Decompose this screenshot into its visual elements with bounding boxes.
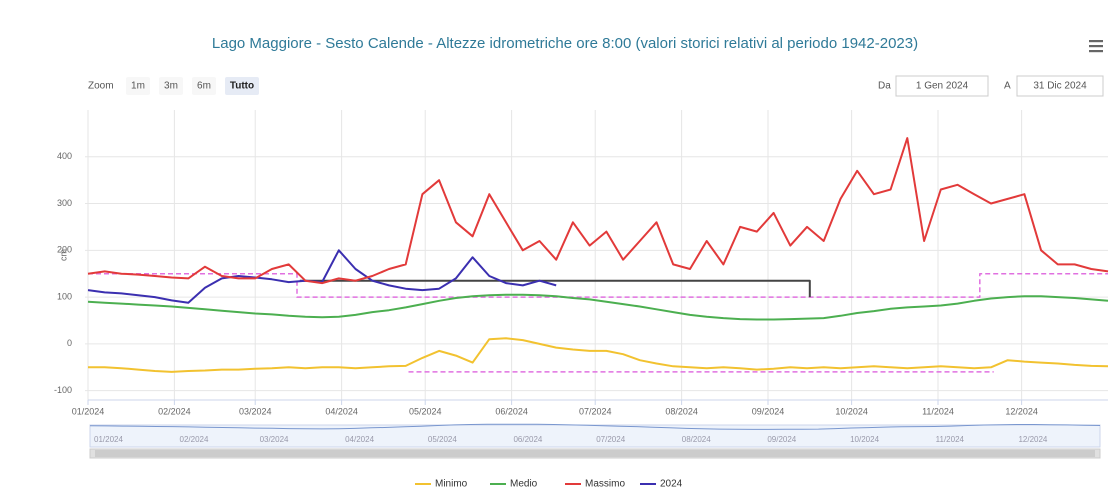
y-axis-label: cm bbox=[58, 249, 68, 261]
legend-label[interactable]: Massimo bbox=[585, 479, 625, 488]
zoom-button-label: 1m bbox=[131, 81, 145, 92]
navigator-tick-label: 02/2024 bbox=[180, 435, 209, 444]
zoom-button-label: 6m bbox=[197, 81, 211, 92]
series-line bbox=[299, 279, 811, 298]
x-tick-label: 10/2024 bbox=[835, 406, 868, 416]
x-tick-label: 12/2024 bbox=[1005, 406, 1038, 416]
chart-title: Lago Maggiore - Sesto Calende - Altezze … bbox=[212, 35, 918, 52]
menu-icon[interactable] bbox=[1089, 40, 1103, 53]
x-tick-label: 04/2024 bbox=[325, 406, 358, 416]
zoom-button-label: Tutto bbox=[230, 81, 254, 92]
x-tick-label: 07/2024 bbox=[579, 406, 612, 416]
legend-label[interactable]: Medio bbox=[510, 479, 538, 488]
scrollbar-thumb[interactable] bbox=[95, 450, 1095, 457]
y-tick-label: 100 bbox=[57, 291, 72, 301]
menu-bar bbox=[1089, 45, 1103, 48]
x-tick-label: 01/2024 bbox=[72, 406, 105, 416]
x-tick-label: 06/2024 bbox=[495, 406, 528, 416]
from-label: Da bbox=[878, 81, 891, 92]
zoom-button-label: 3m bbox=[164, 81, 178, 92]
from-input[interactable] bbox=[895, 75, 989, 97]
menu-bar bbox=[1089, 50, 1103, 53]
series-line bbox=[88, 337, 1109, 373]
navigator-tick-label: 06/2024 bbox=[513, 435, 542, 444]
navigator-tick-label: 04/2024 bbox=[345, 435, 374, 444]
zoom-button[interactable] bbox=[126, 77, 150, 95]
x-tick-label: 08/2024 bbox=[665, 406, 698, 416]
navigator-tick-label: 12/2024 bbox=[1018, 435, 1047, 444]
navigator-tick-label: 09/2024 bbox=[767, 435, 796, 444]
navigator-tick-label: 05/2024 bbox=[428, 435, 457, 444]
to-label: A bbox=[1004, 81, 1011, 92]
y-tick-label: 400 bbox=[57, 151, 72, 161]
navigator-tick-label: 07/2024 bbox=[596, 435, 625, 444]
to-value: 31 Dic 2024 bbox=[1033, 81, 1087, 92]
zoom-label: Zoom bbox=[88, 81, 114, 92]
x-tick-label: 02/2024 bbox=[158, 406, 191, 416]
to-input[interactable] bbox=[1016, 75, 1104, 97]
y-tick-label: 0 bbox=[67, 338, 72, 348]
navigator-tick-label: 10/2024 bbox=[850, 435, 879, 444]
legend-label[interactable]: Minimo bbox=[435, 479, 468, 488]
navigator-tick-label: 01/2024 bbox=[94, 435, 123, 444]
navigator-tick-label: 11/2024 bbox=[936, 435, 965, 444]
legend-label[interactable]: 2024 bbox=[660, 479, 683, 488]
series-line bbox=[87, 137, 1109, 285]
navigator-tick-label: 08/2024 bbox=[682, 435, 711, 444]
navigator-tick-label: 03/2024 bbox=[260, 435, 289, 444]
from-value: 1 Gen 2024 bbox=[916, 81, 969, 92]
navigator-line bbox=[89, 423, 1101, 430]
x-tick-label: 03/2024 bbox=[239, 406, 272, 416]
y-tick-label: 300 bbox=[57, 198, 72, 208]
series-line bbox=[87, 293, 1109, 321]
zoom-button[interactable] bbox=[159, 77, 183, 95]
zoom-button[interactable] bbox=[192, 77, 216, 95]
y-tick-label: -100 bbox=[54, 385, 72, 395]
y-tick-label: 200 bbox=[57, 245, 72, 255]
x-tick-label: 11/2024 bbox=[922, 406, 954, 416]
x-tick-label: 09/2024 bbox=[752, 406, 785, 416]
zoom-button[interactable] bbox=[225, 77, 259, 95]
menu-bar bbox=[1089, 40, 1103, 43]
x-tick-label: 05/2024 bbox=[409, 406, 442, 416]
